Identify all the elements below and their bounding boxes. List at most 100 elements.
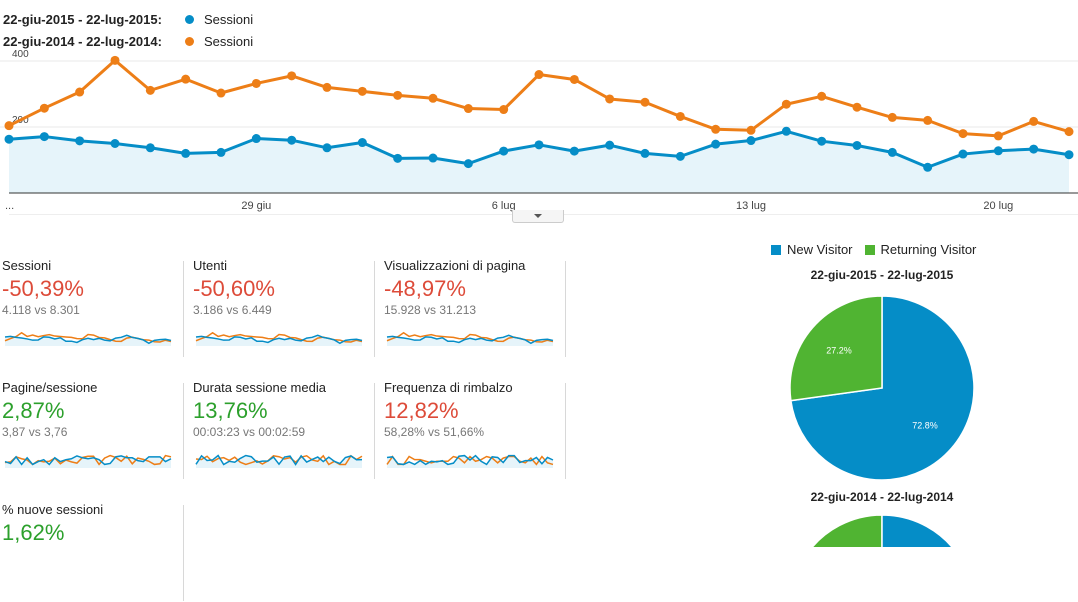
metric-change: 1,62% xyxy=(2,520,65,545)
data-point-current[interactable] xyxy=(958,149,968,159)
data-point-previous[interactable] xyxy=(110,55,120,65)
data-point-current[interactable] xyxy=(605,140,615,150)
data-point-current[interactable] xyxy=(675,151,685,161)
metric-tile[interactable]: Pagine/sessione 2,87% 3,87 vs 3,76 xyxy=(2,380,184,480)
data-point-current[interactable] xyxy=(4,134,14,144)
data-point-current[interactable] xyxy=(110,139,120,148)
data-point-previous[interactable] xyxy=(357,86,367,96)
y-tick-label: 400 xyxy=(12,50,29,60)
data-point-previous[interactable] xyxy=(145,85,155,95)
metric-change: 12,82% xyxy=(384,398,459,423)
data-point-current[interactable] xyxy=(781,126,791,136)
data-point-current[interactable] xyxy=(357,138,367,148)
data-point-current[interactable] xyxy=(569,146,579,156)
pie-legend: New Visitor Returning Visitor xyxy=(771,242,976,257)
metric-tile[interactable]: % nuove sessioni 1,62% xyxy=(2,502,184,602)
data-point-previous[interactable] xyxy=(711,124,721,134)
metric-tile[interactable]: Sessioni -50,39% 4.118 vs 8.301 xyxy=(2,258,184,358)
data-point-current[interactable] xyxy=(251,134,261,144)
chevron-down-icon xyxy=(534,214,542,218)
data-point-current[interactable] xyxy=(852,140,862,150)
data-point-previous[interactable] xyxy=(781,99,791,109)
data-point-previous[interactable] xyxy=(499,105,509,115)
data-point-previous[interactable] xyxy=(181,74,191,84)
data-point-current[interactable] xyxy=(499,146,509,156)
data-point-current[interactable] xyxy=(75,136,85,146)
x-tick-label: 29 giu xyxy=(241,200,271,212)
data-point-previous[interactable] xyxy=(817,91,827,101)
data-point-previous[interactable] xyxy=(1064,127,1074,137)
metric-tile[interactable]: Frequenza di rimbalzo 12,82% 58,28% vs 51,… xyxy=(384,380,566,480)
sparkline-current xyxy=(4,334,172,345)
chart-legend: 22-giu-2015 - 22-lug-2015: Sessioni 22-g… xyxy=(3,8,253,52)
data-point-current[interactable] xyxy=(1064,150,1074,160)
x-tick-label: ... xyxy=(5,200,14,212)
data-point-previous[interactable] xyxy=(251,78,261,88)
pie-slice-returning-visitor[interactable] xyxy=(789,295,883,402)
data-point-previous[interactable] xyxy=(428,93,438,103)
data-point-previous[interactable] xyxy=(216,88,226,98)
data-point-previous[interactable] xyxy=(675,111,685,121)
data-point-previous[interactable] xyxy=(463,104,473,114)
metric-compare: 3,87 vs 3,76 xyxy=(2,425,68,439)
data-point-previous[interactable] xyxy=(746,125,756,135)
pie-slice-returning-visitor[interactable] xyxy=(807,514,883,547)
data-point-current[interactable] xyxy=(287,135,297,145)
metric-label: % nuove sessioni xyxy=(2,502,104,517)
data-point-previous[interactable] xyxy=(322,82,332,92)
data-point-current[interactable] xyxy=(1029,144,1039,154)
data-point-previous[interactable] xyxy=(393,90,403,100)
data-point-current[interactable] xyxy=(923,162,933,172)
data-point-previous[interactable] xyxy=(287,71,297,81)
pie-slice-label: 27.2% xyxy=(826,346,852,356)
data-point-previous[interactable] xyxy=(993,131,1003,141)
data-point-current[interactable] xyxy=(181,148,191,158)
sparkline xyxy=(386,454,554,468)
data-point-previous[interactable] xyxy=(569,74,579,84)
pie-slice-new-visitor[interactable] xyxy=(881,514,960,547)
metric-tile[interactable]: Utenti -50,60% 3.186 vs 6.449 xyxy=(193,258,375,358)
pie-chart-current[interactable]: 72.8% 27.2% xyxy=(782,288,982,488)
legend-range-previous: 22-giu-2014 - 22-lug-2014: xyxy=(3,33,162,49)
data-point-current[interactable] xyxy=(428,153,438,163)
data-point-current[interactable] xyxy=(711,139,721,149)
data-point-current[interactable] xyxy=(817,136,827,146)
sparkline xyxy=(4,454,172,468)
metric-tile[interactable]: Visualizzazioni di pagina -48,97% 15.928 v… xyxy=(384,258,566,358)
data-point-current[interactable] xyxy=(640,148,650,158)
pie-title-current: 22-giu-2015 - 22-lug-2015 xyxy=(810,268,954,282)
data-point-current[interactable] xyxy=(534,140,544,150)
data-point-previous[interactable] xyxy=(887,112,897,122)
sparkline-current xyxy=(386,334,554,345)
metric-label: Visualizzazioni di pagina xyxy=(384,258,526,273)
expand-chart-button[interactable] xyxy=(512,210,564,223)
pie-legend-label-returning: Returning Visitor xyxy=(880,242,977,257)
data-point-current[interactable] xyxy=(145,143,155,153)
data-point-current[interactable] xyxy=(746,136,756,146)
data-point-previous[interactable] xyxy=(852,102,862,112)
data-point-previous[interactable] xyxy=(4,121,14,131)
data-point-previous[interactable] xyxy=(75,87,85,97)
pie-chart-previous[interactable] xyxy=(782,507,982,547)
data-point-previous[interactable] xyxy=(534,70,544,80)
data-point-previous[interactable] xyxy=(1029,116,1039,126)
data-point-previous[interactable] xyxy=(39,103,49,113)
data-point-previous[interactable] xyxy=(605,94,615,104)
metric-tile[interactable]: Durata sessione media 13,76% 00:03:23 vs 0… xyxy=(193,380,375,480)
data-point-current[interactable] xyxy=(887,147,897,157)
data-point-current[interactable] xyxy=(39,132,49,142)
pie-legend-swatch-new xyxy=(771,244,781,255)
data-point-current[interactable] xyxy=(322,143,332,153)
data-point-previous[interactable] xyxy=(923,115,933,125)
metric-change: -50,39% xyxy=(2,276,84,301)
data-point-current[interactable] xyxy=(216,147,226,157)
pie-slice-label: 72.8% xyxy=(912,420,938,430)
legend-dot-current xyxy=(185,14,194,24)
data-point-previous[interactable] xyxy=(958,129,968,139)
data-point-current[interactable] xyxy=(993,146,1003,156)
metric-change: -50,60% xyxy=(193,276,275,301)
data-point-current[interactable] xyxy=(463,159,473,169)
data-point-previous[interactable] xyxy=(640,97,650,107)
data-point-current[interactable] xyxy=(393,153,403,163)
